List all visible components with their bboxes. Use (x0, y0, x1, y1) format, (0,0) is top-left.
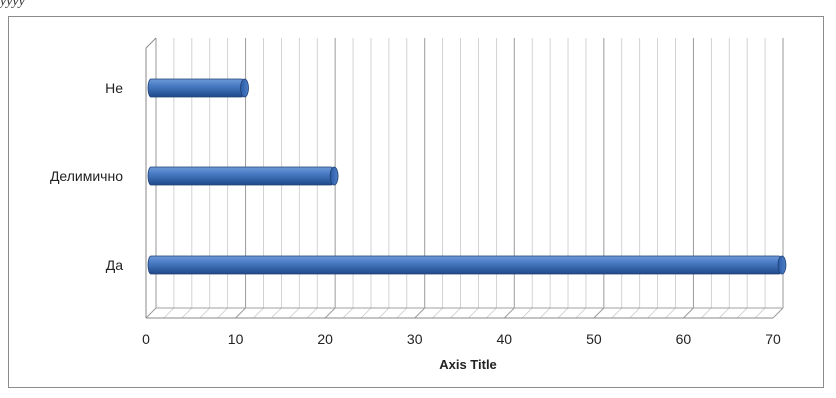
x-tick-label: 40 (496, 331, 512, 347)
floor-grid-line (539, 307, 551, 319)
page-header-text: уууу (0, 0, 25, 9)
floor-grid-line (754, 307, 766, 319)
chart-frame (8, 16, 824, 388)
bar-cap (329, 166, 339, 186)
x-tick-label: 10 (228, 331, 244, 347)
floor-grid-line (575, 307, 587, 319)
bar (147, 255, 783, 275)
floor-grid-line (450, 307, 461, 319)
floor-grid-line (593, 307, 605, 319)
floor-grid-line (736, 307, 748, 319)
floor-grid-line (718, 307, 730, 319)
bar-cap (777, 255, 787, 275)
bar-layer (147, 78, 787, 275)
floor-grid-line (503, 307, 515, 319)
left-wall-top-edge (145, 37, 157, 49)
floor-grid-line (557, 307, 569, 319)
floor-grid-line (289, 307, 300, 319)
floor-grid-line (414, 307, 426, 319)
floor-grid-line (217, 307, 228, 319)
floor-grid-line (486, 307, 497, 319)
floor-grid-line (396, 307, 408, 319)
floor-grid-line (145, 307, 157, 319)
floor-grid-line (163, 307, 175, 319)
bar (147, 166, 335, 186)
floor-grid-line (647, 307, 658, 319)
floor-grid-line (611, 307, 623, 319)
floor-grid-line (235, 307, 246, 319)
bar-cap (240, 78, 249, 98)
floor-grid-line (629, 307, 640, 319)
x-tick-label: 60 (676, 331, 692, 347)
bar (147, 78, 245, 98)
floor-grid-line (772, 307, 784, 319)
floor-grid-line (324, 307, 336, 319)
floor-grid-line (306, 307, 318, 319)
floor-grid-line (199, 307, 211, 319)
x-tick-label: 0 (142, 331, 150, 347)
floor-grid-line (683, 307, 694, 319)
category-label: Делимично (50, 168, 123, 184)
floor-grid-line (432, 307, 443, 319)
x-axis-title: Axis Title (439, 357, 497, 372)
floor-grid-line (378, 307, 390, 319)
x-tick-label: 30 (407, 331, 423, 347)
floor-grid-line (521, 307, 533, 319)
x-tick-label: 70 (765, 331, 781, 347)
floor-grid-line (701, 307, 712, 319)
x-tick-label: 50 (586, 331, 602, 347)
floor-grid-line (360, 307, 372, 319)
floor-grid-line (271, 307, 282, 319)
floor-grid-line (253, 307, 264, 319)
category-label: Не (105, 80, 123, 96)
floor-grid-line (468, 307, 479, 319)
label-layer: 0 10 20 30 40 50 60 70 Не Делимично Да (50, 80, 781, 347)
x-tick-label: 20 (317, 331, 333, 347)
category-label: Да (106, 257, 123, 273)
floor-grid-line (181, 307, 193, 319)
floor-grid-line (342, 307, 354, 319)
floor-grid-line (665, 307, 676, 319)
